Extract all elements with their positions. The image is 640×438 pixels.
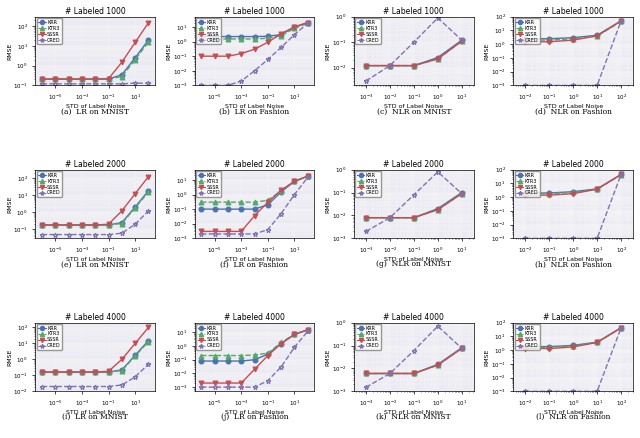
X-axis label: STD of Label Noise: STD of Label Noise <box>225 104 284 109</box>
Legend: KRR, KTR3, SSSR, CRED: KRR, KTR3, SSSR, CRED <box>37 324 62 350</box>
Title: # Labeled 2000: # Labeled 2000 <box>543 160 604 169</box>
X-axis label: STD of Label Noise: STD of Label Noise <box>543 104 603 109</box>
X-axis label: STD of Label Noise: STD of Label Noise <box>225 257 284 261</box>
Y-axis label: RMSE: RMSE <box>7 42 12 60</box>
Legend: KRR, KTR3, SSSR, CRED: KRR, KTR3, SSSR, CRED <box>196 18 221 44</box>
Legend: KRR, KTR3, SSSR, CRED: KRR, KTR3, SSSR, CRED <box>355 18 381 44</box>
Y-axis label: RMSE: RMSE <box>326 195 330 213</box>
Text: (e)  LR on MNIST: (e) LR on MNIST <box>61 260 129 268</box>
Title: # Labeled 2000: # Labeled 2000 <box>224 160 285 169</box>
X-axis label: STD of Label Noise: STD of Label Noise <box>66 257 125 261</box>
X-axis label: STD of Label Noise: STD of Label Noise <box>543 257 603 261</box>
Title: # Labeled 1000: # Labeled 1000 <box>543 7 604 16</box>
Text: (l)  NLR on Fashion: (l) NLR on Fashion <box>536 413 611 421</box>
Title: # Labeled 2000: # Labeled 2000 <box>65 160 125 169</box>
Text: (c)  NLR on MNIST: (c) NLR on MNIST <box>376 107 451 115</box>
Legend: KRR, KTR3, SSSR, CRED: KRR, KTR3, SSSR, CRED <box>196 324 221 350</box>
X-axis label: STD of Label Noise: STD of Label Noise <box>66 104 125 109</box>
Title: # Labeled 1000: # Labeled 1000 <box>65 7 125 16</box>
Legend: KRR, KTR3, SSSR, CRED: KRR, KTR3, SSSR, CRED <box>37 18 62 44</box>
X-axis label: STD of Label Noise: STD of Label Noise <box>384 257 444 261</box>
Text: (i)  LR on MNIST: (i) LR on MNIST <box>62 413 128 421</box>
Legend: KRR, KTR3, SSSR, CRED: KRR, KTR3, SSSR, CRED <box>355 324 381 350</box>
Title: # Labeled 4000: # Labeled 4000 <box>65 313 125 322</box>
Legend: KRR, KTR3, SSSR, CRED: KRR, KTR3, SSSR, CRED <box>515 18 540 44</box>
Y-axis label: RMSE: RMSE <box>166 348 172 366</box>
Text: (j)  LR on Fashion: (j) LR on Fashion <box>221 413 289 421</box>
X-axis label: STD of Label Noise: STD of Label Noise <box>66 410 125 415</box>
Y-axis label: RMSE: RMSE <box>326 42 331 60</box>
Text: (a)  LR on MNIST: (a) LR on MNIST <box>61 107 129 115</box>
Legend: KRR, KTR3, SSSR, CRED: KRR, KTR3, SSSR, CRED <box>37 171 62 197</box>
Text: (b)  LR on Fashion: (b) LR on Fashion <box>220 107 290 115</box>
Title: # Labeled 4000: # Labeled 4000 <box>224 313 285 322</box>
Title: # Labeled 2000: # Labeled 2000 <box>383 160 444 169</box>
Legend: KRR, KTR3, SSSR, CRED: KRR, KTR3, SSSR, CRED <box>196 171 221 197</box>
X-axis label: STD of Label Noise: STD of Label Noise <box>384 410 444 415</box>
X-axis label: STD of Label Noise: STD of Label Noise <box>225 410 284 415</box>
Y-axis label: RMSE: RMSE <box>485 42 490 60</box>
X-axis label: STD of Label Noise: STD of Label Noise <box>384 104 444 109</box>
Title: # Labeled 4000: # Labeled 4000 <box>543 313 604 322</box>
Text: (d)  NLR on Fashion: (d) NLR on Fashion <box>534 107 612 115</box>
Legend: KRR, KTR3, SSSR, CRED: KRR, KTR3, SSSR, CRED <box>515 324 540 350</box>
Title: # Labeled 4000: # Labeled 4000 <box>383 313 444 322</box>
Y-axis label: RMSE: RMSE <box>166 195 172 213</box>
Text: (h)  NLR on Fashion: (h) NLR on Fashion <box>534 260 612 268</box>
Legend: KRR, KTR3, SSSR, CRED: KRR, KTR3, SSSR, CRED <box>355 171 381 197</box>
Y-axis label: RMSE: RMSE <box>326 348 330 366</box>
Text: (g)  NLR on MNIST: (g) NLR on MNIST <box>376 260 451 268</box>
Legend: KRR, KTR3, SSSR, CRED: KRR, KTR3, SSSR, CRED <box>515 171 540 197</box>
Title: # Labeled 1000: # Labeled 1000 <box>383 7 444 16</box>
Y-axis label: RMSE: RMSE <box>7 348 12 366</box>
Y-axis label: RMSE: RMSE <box>166 42 172 60</box>
Y-axis label: RMSE: RMSE <box>7 195 12 213</box>
Text: (f)  LR on Fashion: (f) LR on Fashion <box>221 260 289 268</box>
Title: # Labeled 1000: # Labeled 1000 <box>224 7 285 16</box>
Y-axis label: RMSE: RMSE <box>485 348 490 366</box>
Y-axis label: RMSE: RMSE <box>485 195 490 213</box>
X-axis label: STD of Label Noise: STD of Label Noise <box>543 410 603 415</box>
Text: (k)  NLR on MNIST: (k) NLR on MNIST <box>376 413 451 421</box>
